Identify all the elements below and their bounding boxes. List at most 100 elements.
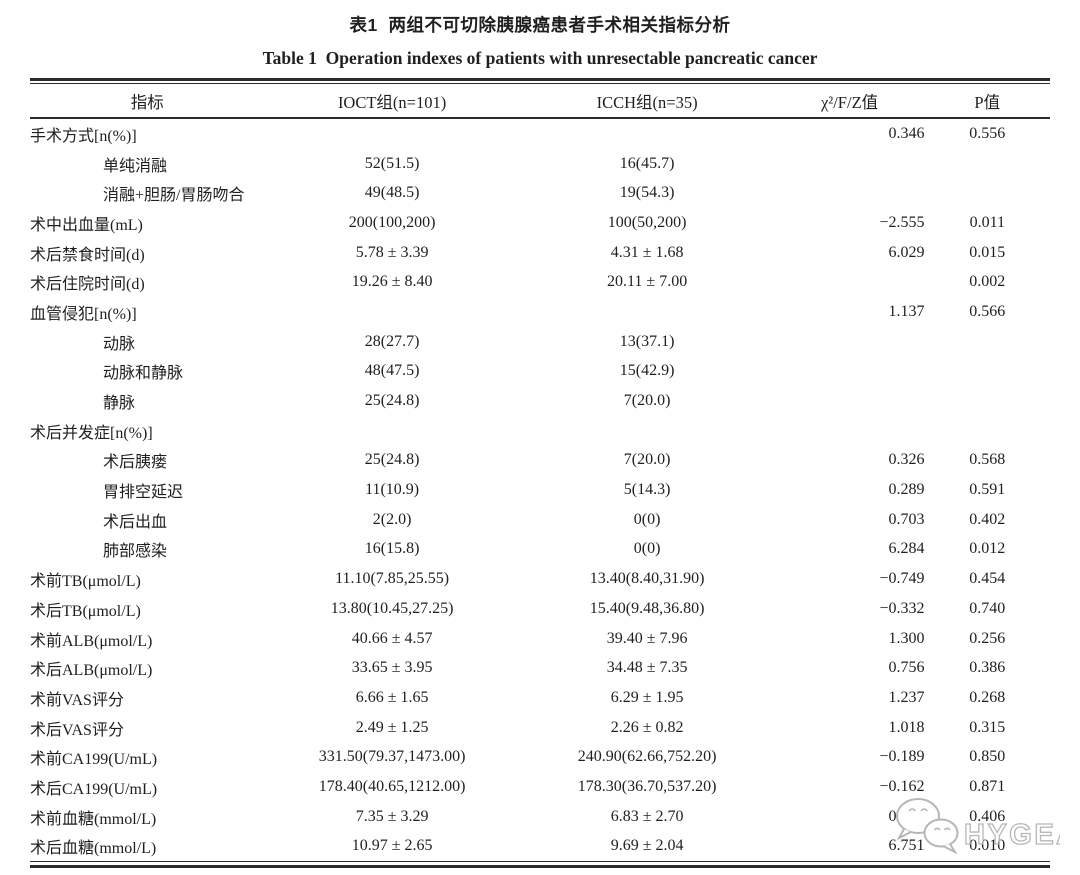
- icch-value: 6.83 ± 2.70: [610, 807, 684, 825]
- p-value: 0.568: [969, 451, 1006, 469]
- chi-f-z-value: 0.696: [888, 807, 925, 825]
- chi-f-z-value: 6.284: [888, 540, 925, 558]
- table-row: 手术方式[n(%)] 0.346 0.556: [30, 118, 1050, 149]
- row-label: 术后并发症[n(%)]: [30, 424, 153, 442]
- chi-f-z-value: −0.749: [879, 570, 925, 588]
- row-label: 术后胰瘘: [103, 454, 168, 472]
- table-row: 术中出血量(mL) 200(100,200) 100(50,200) −2.555 0.…: [30, 208, 1050, 238]
- icch-value: 7(20.0): [623, 451, 671, 469]
- table-title-english: Table 1 Operation indexes of patients wi…: [262, 48, 818, 68]
- icch-value: 9.69 ± 2.04: [610, 837, 684, 855]
- header-cell-ioct-group: IOCT组(n=101): [264, 84, 520, 119]
- row-label: 术后血糖(mmol/L): [30, 840, 157, 858]
- ioct-value: 48(47.5): [364, 362, 420, 380]
- chi-f-z-value: −2.555: [879, 213, 925, 231]
- icch-value: 6.29 ± 1.95: [610, 688, 684, 706]
- icch-value: 7(20.0): [623, 392, 671, 410]
- p-value: 0.740: [969, 599, 1006, 617]
- chi-f-z-value: 6.751: [888, 837, 925, 855]
- row-label: 静脉: [103, 395, 136, 413]
- p-value: 0.591: [969, 481, 1006, 499]
- row-label: 术后VAS评分: [30, 721, 124, 739]
- ioct-value: 200(100,200): [348, 213, 436, 231]
- stats-table: 指标 IOCT组(n=101) ICCH组(n=35) χ²/F/Z值 P值 手…: [30, 84, 1050, 861]
- row-label: 术前ALB(μmol/L): [30, 632, 153, 650]
- p-value: 0.454: [969, 570, 1006, 588]
- row-label: 术后CA199(U/mL): [30, 780, 158, 798]
- table-row: 术前血糖(mmol/L) 7.35 ± 3.29 6.83 ± 2.70 0.696 0…: [30, 802, 1050, 832]
- row-label: 肺部感染: [103, 543, 168, 561]
- p-value: 0.406: [969, 807, 1006, 825]
- chi-f-z-value: 1.300: [888, 629, 925, 647]
- chi-f-z-value: [775, 149, 925, 179]
- p-value: 0.002: [969, 273, 1006, 291]
- table-row: 肺部感染 16(15.8) 0(0) 6.284 0.012: [30, 535, 1050, 565]
- ioct-value: 19.26 ± 8.40: [351, 273, 433, 291]
- ioct-value: 25(24.8): [364, 392, 420, 410]
- chi-f-z-value: [775, 327, 925, 357]
- table-header-row: 指标 IOCT组(n=101) ICCH组(n=35) χ²/F/Z值 P值: [30, 84, 1050, 119]
- table-row: 术后TB(μmol/L) 13.80(10.45,27.25) 15.40(9.48…: [30, 594, 1050, 624]
- p-value: 0.566: [969, 302, 1006, 320]
- ioct-value: 7.35 ± 3.29: [355, 807, 429, 825]
- chi-f-z-value: [775, 267, 925, 297]
- row-label: 术后ALB(μmol/L): [30, 662, 153, 680]
- p-value: 0.256: [969, 629, 1006, 647]
- chi-f-z-value: [775, 357, 925, 387]
- ioct-value: 40.66 ± 4.57: [351, 629, 433, 647]
- row-label: 术后禁食时间(d): [30, 246, 145, 264]
- table-row: 术后并发症[n(%)]: [30, 416, 1050, 446]
- ioct-value: 16(15.8): [364, 540, 420, 558]
- p-value: 0.402: [969, 510, 1006, 528]
- table-row: 术后CA199(U/mL) 178.40(40.65,1212.00) 178.30…: [30, 772, 1050, 802]
- row-label: 术前血糖(mmol/L): [30, 810, 157, 828]
- ioct-value: [265, 118, 520, 149]
- chi-f-z-value: 6.029: [888, 243, 925, 261]
- ioct-value: 33.65 ± 3.95: [351, 659, 433, 677]
- table-row: 术后出血 2(2.0) 0(0) 0.703 0.402: [30, 505, 1050, 535]
- table-row: 术后VAS评分 2.49 ± 1.25 2.26 ± 0.82 1.018 0.315: [30, 713, 1050, 743]
- chi-f-z-value: −0.162: [879, 777, 925, 795]
- table-title-chinese: 表1 两组不可切除胰腺癌患者手术相关指标分析: [349, 15, 731, 35]
- ioct-value: [265, 416, 520, 446]
- icch-value: 4.31 ± 1.68: [610, 243, 684, 261]
- ioct-value: 10.97 ± 2.65: [351, 837, 433, 855]
- chi-f-z-value: 0.346: [888, 124, 925, 142]
- icch-value: 15(42.9): [619, 362, 675, 380]
- chi-f-z-value: −0.189: [879, 748, 925, 766]
- icch-value: [520, 297, 775, 327]
- table-row: 术前CA199(U/mL) 331.50(79.37,1473.00) 240.90…: [30, 742, 1050, 772]
- chi-f-z-value: [775, 386, 925, 416]
- icch-value: 240.90(62.66,752.20): [577, 748, 717, 766]
- ioct-value: 13.80(10.45,27.25): [330, 599, 454, 617]
- icch-value: [520, 416, 775, 446]
- p-value: 0.315: [969, 718, 1006, 736]
- table-row: 术后住院时间(d) 19.26 ± 8.40 20.11 ± 7.00 0.002: [30, 267, 1050, 297]
- p-value: 0.386: [969, 659, 1006, 677]
- p-value: [925, 357, 1050, 387]
- row-label: 术前VAS评分: [30, 691, 124, 709]
- row-label: 动脉: [103, 335, 136, 353]
- ioct-value: 52(51.5): [364, 154, 420, 172]
- table-row: 动脉 28(27.7) 13(37.1): [30, 327, 1050, 357]
- row-label: 血管侵犯[n(%)]: [30, 305, 137, 323]
- row-label: 动脉和静脉: [103, 365, 184, 383]
- row-label: 消融+胆肠/胃肠吻合: [103, 187, 245, 205]
- row-label: 胃排空延迟: [103, 484, 184, 502]
- header-cell-p-value: P值: [924, 84, 1050, 119]
- table-row: 术前ALB(μmol/L) 40.66 ± 4.57 39.40 ± 7.96 1.3…: [30, 624, 1050, 654]
- table-row: 胃排空延迟 11(10.9) 5(14.3) 0.289 0.591: [30, 475, 1050, 505]
- ioct-value: 11.10(7.85,25.55): [335, 570, 450, 588]
- icch-value: 15.40(9.48,36.80): [589, 599, 705, 617]
- row-label: 术后出血: [103, 513, 168, 531]
- p-value: [925, 416, 1050, 446]
- table-container: 指标 IOCT组(n=101) ICCH组(n=35) χ²/F/Z值 P值 手…: [30, 78, 1050, 869]
- ioct-value: 331.50(79.37,1473.00): [318, 748, 466, 766]
- row-label: 术后住院时间(d): [30, 276, 145, 294]
- icch-value: 100(50,200): [607, 213, 687, 231]
- ioct-value: 5.78 ± 3.39: [355, 243, 429, 261]
- row-label: 单纯消融: [103, 157, 168, 175]
- chi-f-z-value: 1.018: [888, 718, 925, 736]
- p-value: 0.010: [969, 837, 1006, 855]
- ioct-value: 2.49 ± 1.25: [355, 718, 429, 736]
